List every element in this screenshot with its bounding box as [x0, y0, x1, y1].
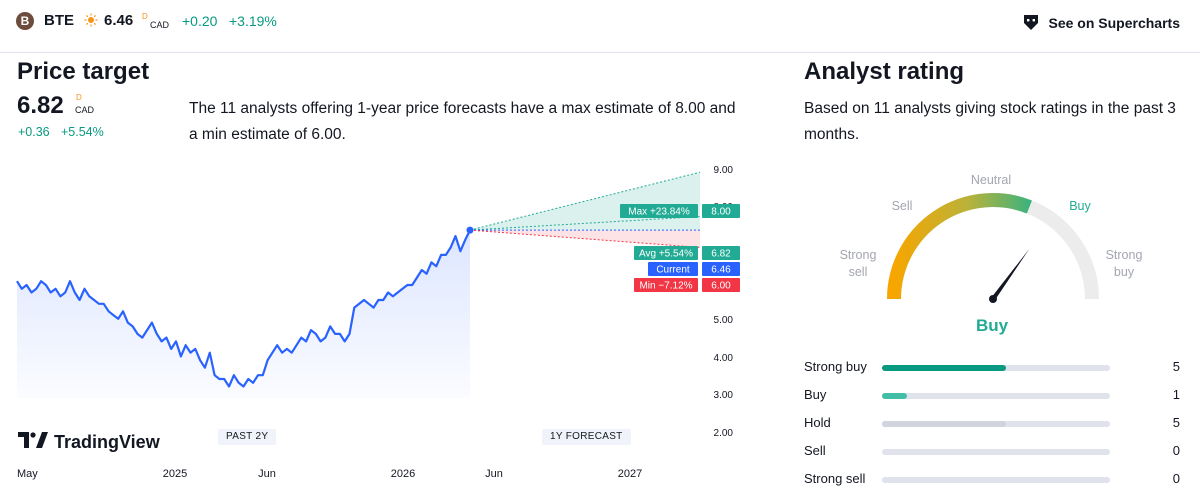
- rating-row-label: Hold: [804, 415, 831, 430]
- supercharts-icon: [1021, 12, 1041, 35]
- tag-max-value: 8.00: [711, 207, 731, 218]
- gauge-hub: [989, 295, 997, 303]
- price-target-change: +0.36: [18, 125, 50, 139]
- rating-row-track: [882, 449, 1110, 455]
- rating-row: Buy 1: [804, 383, 1184, 411]
- gauge-needle: [991, 248, 1030, 301]
- gauge-label-buy: Buy: [1069, 199, 1091, 213]
- rating-row: Strong buy 5: [804, 355, 1184, 383]
- rating-row-track: [882, 365, 1110, 371]
- tradingview-logo[interactable]: TradingView: [18, 432, 160, 453]
- header-price: 6.46: [104, 12, 134, 29]
- rating-row: Sell 0: [804, 439, 1184, 467]
- tag-avg-label: Avg +5.54%: [639, 249, 693, 260]
- price-history-line: [16, 229, 471, 388]
- tag-min-bg: [634, 278, 698, 292]
- rating-row: Strong sell 0: [804, 467, 1184, 495]
- header-change-pct: +3.19%: [229, 13, 277, 29]
- gauge-label-strong-sell-1: Strong: [840, 248, 877, 262]
- gauge-fill: [887, 193, 1032, 300]
- price-target-value: 6.82: [17, 92, 64, 119]
- gauge-track: [887, 193, 1099, 300]
- rating-row-label: Buy: [804, 387, 827, 402]
- supercharts-label: See on Supercharts: [1048, 15, 1181, 31]
- x-tick-label: 2025: [163, 468, 187, 480]
- analyst-rating-title: Analyst rating: [804, 58, 965, 85]
- tag-current-value: 6.46: [711, 265, 731, 276]
- history-area: [17, 230, 470, 398]
- forecast-lines: [469, 171, 701, 248]
- rating-row-track: [882, 477, 1110, 483]
- rating-row-track: [882, 421, 1110, 427]
- rating-row-label: Strong sell: [804, 471, 866, 486]
- company-logo: B: [16, 12, 34, 30]
- price-target-change-pct: +5.54%: [61, 125, 104, 139]
- y-tick-label: 3.00: [714, 390, 734, 401]
- tag-min-value: 6.00: [711, 281, 731, 292]
- rating-result: Buy: [976, 316, 1009, 335]
- rating-row-count: 5: [1172, 359, 1180, 374]
- tag-max-label: Max +23.84%: [628, 207, 690, 218]
- x-tick-label: Jun: [258, 468, 276, 480]
- tag-avg-bg: [634, 246, 698, 260]
- x-tick-label: 2026: [391, 468, 415, 480]
- rating-row-label: Strong buy: [804, 359, 867, 374]
- tradingview-icon: [18, 432, 48, 453]
- tag-avg-value-bg: [702, 246, 740, 260]
- price-target-currency: CAD: [75, 105, 95, 115]
- rating-row-bar: [882, 365, 1007, 371]
- header-change: +0.20: [182, 13, 218, 29]
- past-period-label: PAST 2Y: [218, 429, 277, 445]
- header-currency: CAD: [150, 20, 170, 30]
- price-target-title: Price target: [17, 58, 150, 85]
- rating-row-count: 5: [1172, 415, 1180, 430]
- gauge-label-neutral: Neutral: [971, 173, 1011, 187]
- rating-row-label: Sell: [804, 443, 826, 458]
- forecast-tags: Max +23.84% 8.00 Avg +5.54% 6.82 Current 6.46…: [620, 204, 740, 292]
- forecast-line-min: [469, 229, 701, 248]
- tag-min-value-bg: [702, 278, 740, 292]
- y-tick-label: 2.00: [714, 428, 734, 439]
- tag-current-value-bg: [702, 262, 740, 276]
- price-target-flag: D: [76, 93, 82, 102]
- header-price-flag: D: [142, 12, 148, 21]
- y-tick-label: 4.00: [714, 353, 734, 364]
- tag-current-label: Current: [656, 265, 690, 276]
- y-tick-label: 9.00: [714, 165, 734, 176]
- tradingview-label: TradingView: [54, 432, 160, 452]
- x-tick-label: Jun: [485, 468, 503, 480]
- rating-row-count: 0: [1172, 471, 1180, 486]
- current-price-dot: [466, 226, 474, 234]
- forecast-period-label: 1Y FORECAST: [542, 429, 631, 445]
- analyst-rating-description: Based on 11 analysts giving stock rating…: [804, 100, 1176, 143]
- price-target-description: The 11 analysts offering 1-year price fo…: [189, 100, 736, 143]
- tag-min-label: Min −7.12%: [639, 281, 692, 292]
- see-on-supercharts-button[interactable]: See on Supercharts: [1021, 10, 1181, 36]
- rating-gauge: Strong sell Sell Neutral Buy Strong buy …: [840, 173, 1143, 335]
- tag-current-bg: [648, 262, 698, 276]
- gauge-label-sell: Sell: [892, 199, 913, 213]
- forecast-line-max: [469, 171, 701, 231]
- market-hours-icon: [84, 13, 98, 32]
- y-tick-label: 5.00: [714, 315, 734, 326]
- rating-row-count: 1: [1172, 387, 1180, 402]
- tag-max-value-bg: [702, 204, 740, 218]
- x-axis: May 2025 Jun 2026 Jun 2027: [17, 468, 642, 480]
- tag-avg-value: 6.82: [711, 249, 731, 260]
- x-tick-label: May: [17, 468, 38, 480]
- x-tick-label: 2027: [618, 468, 642, 480]
- gauge-label-strong-sell-2: sell: [849, 265, 868, 279]
- rating-row-bar: [882, 421, 1007, 427]
- gauge-label-strong-buy-2: buy: [1114, 265, 1135, 279]
- gauge-label-strong-buy-1: Strong: [1106, 248, 1143, 262]
- price-target-chart[interactable]: 9.00 8.00 5.00 4.00 3.00 2.00 Max +23.84% 8.00…: [0, 0, 760, 491]
- tag-max-bg: [620, 204, 698, 218]
- ticker-symbol[interactable]: BTE: [44, 12, 74, 29]
- rating-breakdown: Strong buy 5 Buy 1 Hold 5 Sell 0 Strong sell 0: [804, 355, 1184, 495]
- rating-row: Hold 5: [804, 411, 1184, 439]
- top-bar: B BTE 6.46 D CAD +0.20 +3.19% See on Sup…: [0, 0, 1200, 53]
- rating-row-track: [882, 393, 1110, 399]
- rating-row-count: 0: [1172, 443, 1180, 458]
- rating-row-bar: [882, 393, 908, 399]
